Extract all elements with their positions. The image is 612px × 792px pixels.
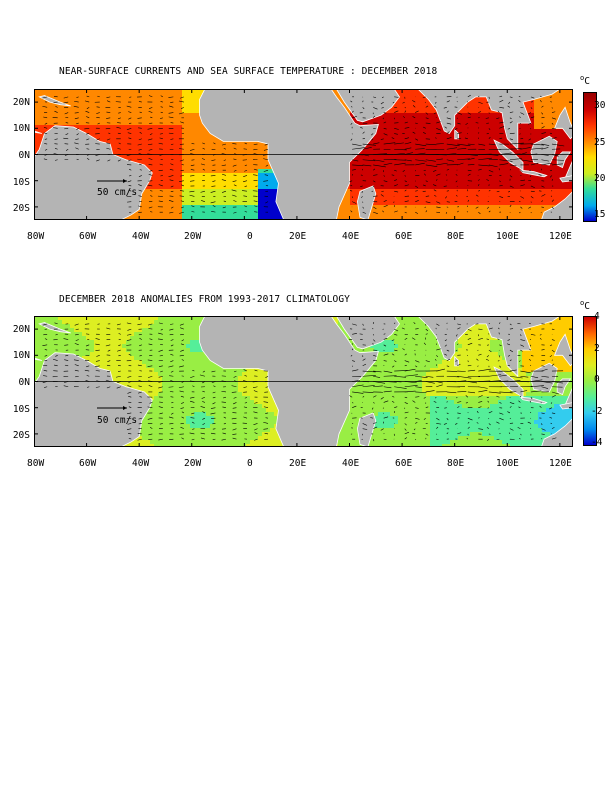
panel1-lat-20s: 20S: [12, 203, 30, 214]
panel1-colorbar-tick-15: 15: [594, 209, 606, 220]
current-vectors: [42, 322, 564, 442]
land-borneo: [530, 362, 558, 393]
panel1-lat-10n: 10N: [12, 123, 30, 134]
land-australia: [540, 190, 573, 220]
panel2-lon-100e: 100E: [496, 458, 519, 469]
panel1-colorbar-tick-20: 20: [594, 173, 606, 184]
land-caribbean: [38, 95, 71, 107]
panel2-lon-20e: 20E: [289, 458, 307, 469]
panel2-lon-60w: 60W: [79, 458, 97, 469]
scale-arrowhead: [123, 179, 127, 183]
panel2-title: DECEMBER 2018 ANOMALIES FROM 1993-2017 C…: [59, 294, 350, 305]
panel2-lon-40e: 40E: [342, 458, 360, 469]
axis-ticks: [34, 316, 573, 447]
panel2-scale-label: 50 cm/s: [97, 415, 138, 426]
panel1-colorbar-tick-30: 30: [594, 100, 606, 111]
panel1-lat-10s: 10S: [12, 177, 30, 188]
land-arabia: [335, 89, 400, 123]
sst-map-panel: [34, 89, 573, 220]
panel1-lon-80e: 80E: [447, 231, 465, 242]
land-sulawesi: [556, 151, 572, 169]
land-australia: [540, 417, 573, 447]
land-india: [417, 89, 561, 151]
panel2-lat-10n: 10N: [12, 350, 30, 361]
panel2-lon-40w: 40W: [132, 458, 150, 469]
panel2-colorbar-tick-0: 0: [594, 374, 600, 385]
panel1-lon-20w: 20W: [184, 231, 202, 242]
panel1-lon-120e: 120E: [549, 231, 572, 242]
panel2-lon-60e: 60E: [395, 458, 413, 469]
land-centralAmerica: [34, 89, 43, 134]
panel1-lon-40e: 40E: [342, 231, 360, 242]
panel1-lat-20n: 20N: [12, 97, 30, 108]
panel2-lon-80e: 80E: [447, 458, 465, 469]
panel2-colorbar-tick-4: 4: [594, 311, 600, 322]
panel1-lon-20e: 20E: [289, 231, 307, 242]
panel2-colorbar-tick-2: 2: [594, 343, 600, 354]
panel1-lon-60e: 60E: [395, 231, 413, 242]
land-centralAmerica: [34, 316, 43, 361]
anomaly-map-panel: [34, 316, 573, 447]
panel2-lon-0: 0: [247, 458, 253, 469]
panel1-title: NEAR-SURFACE CURRENTS AND SEA SURFACE TE…: [59, 66, 438, 77]
land-sumatra: [493, 139, 524, 171]
panel1-scale-label: 50 cm/s: [97, 187, 138, 198]
panel2-lat-20s: 20S: [12, 430, 30, 441]
panel2-colorbar-tick-neg2: -2: [591, 406, 603, 417]
panel2-lon-120e: 120E: [549, 458, 572, 469]
anomaly-colorbar: [583, 316, 597, 446]
land-southAmerica: [34, 125, 153, 220]
panel1-lat-0n: 0N: [18, 150, 30, 161]
panel2-lon-80w: 80W: [27, 458, 45, 469]
anomaly-map: [34, 316, 573, 447]
panel1-colorbar-tick-25: 25: [594, 137, 606, 148]
panel1-lon-80w: 80W: [27, 231, 45, 242]
panel2-lon-20w: 20W: [184, 458, 202, 469]
panel2-lat-10s: 10S: [12, 404, 30, 415]
panel2-colorbar-tick-neg4: -4: [591, 437, 603, 448]
axis-ticks: [34, 89, 573, 220]
sst-map: [34, 89, 573, 220]
land-india: [417, 316, 561, 378]
panel1-unit: oC: [580, 74, 590, 88]
panel1-lon-60w: 60W: [79, 231, 97, 242]
panel1-lon-0: 0: [247, 231, 253, 242]
land-sriLanka: [454, 355, 460, 367]
panel1-lon-100e: 100E: [496, 231, 519, 242]
land-philippines: [554, 333, 573, 367]
land-group: [34, 89, 573, 220]
land-madagascar: [356, 185, 377, 220]
panel2-lat-0n: 0N: [18, 377, 30, 388]
land-borneo: [530, 135, 558, 166]
panel2-unit: oC: [580, 299, 590, 313]
current-vectors: [42, 94, 565, 215]
panel1-lon-40w: 40W: [132, 231, 150, 242]
panel2-lat-20n: 20N: [12, 324, 30, 335]
sst-colorbar: [583, 92, 597, 222]
land-philippines: [554, 106, 573, 140]
scale-arrowhead: [123, 406, 127, 410]
land-arabia: [335, 316, 400, 350]
land-caribbean: [38, 322, 71, 334]
